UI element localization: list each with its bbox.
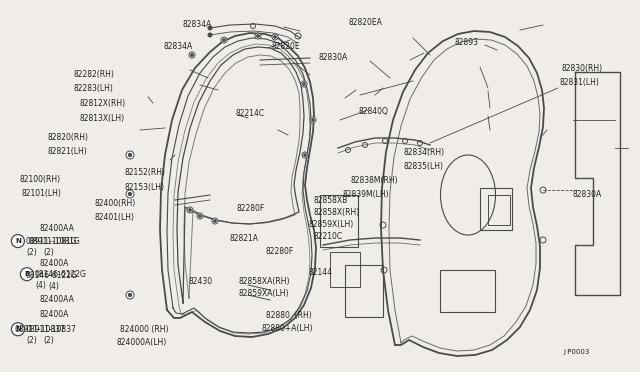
Text: 82835(LH): 82835(LH) [403,162,443,171]
Text: 82838M(RH): 82838M(RH) [351,176,398,185]
Circle shape [126,291,134,299]
Circle shape [187,207,193,213]
Text: 82821A: 82821A [229,234,258,243]
Text: 82858XB: 82858XB [314,196,348,205]
Text: 08911-1081G: 08911-1081G [26,237,77,246]
Text: 82820EA: 82820EA [349,18,383,27]
Circle shape [312,119,314,121]
Circle shape [301,81,307,87]
Text: 82880  (RH): 82880 (RH) [266,311,311,320]
Text: 08911-1081G: 08911-1081G [29,237,81,246]
Circle shape [310,117,316,123]
Text: 82282(RH): 82282(RH) [74,70,115,79]
Text: 82834A: 82834A [182,20,212,29]
Circle shape [274,36,276,38]
Text: 82859XA(LH): 82859XA(LH) [238,289,289,298]
Circle shape [221,37,227,43]
Text: 82834A: 82834A [163,42,193,51]
Text: 82813X(LH): 82813X(LH) [80,114,125,123]
Text: 824000A(LH): 824000A(LH) [116,338,167,347]
Text: (2): (2) [26,336,36,344]
Circle shape [191,54,193,56]
Circle shape [129,192,131,196]
Circle shape [304,154,306,156]
Text: 82153(LH): 82153(LH) [125,183,165,192]
Text: 08911-10837: 08911-10837 [14,325,65,334]
Text: 82821(LH): 82821(LH) [48,147,88,156]
Text: 82831(LH): 82831(LH) [560,78,600,87]
Text: 82858X(RH): 82858X(RH) [314,208,360,217]
Text: 82812X(RH): 82812X(RH) [80,99,126,108]
Circle shape [212,218,218,224]
Text: 82834(RH): 82834(RH) [403,148,444,157]
Text: 82830A: 82830A [573,190,602,199]
Circle shape [208,33,212,37]
Text: 82820E: 82820E [272,42,301,51]
Text: N: N [15,238,21,244]
Text: 82401(LH): 82401(LH) [95,214,135,222]
Circle shape [272,34,278,40]
Circle shape [189,52,195,58]
Circle shape [129,154,131,157]
Text: 82400(RH): 82400(RH) [95,199,136,208]
Circle shape [12,323,24,336]
Text: 82100(RH): 82100(RH) [19,175,60,184]
Text: (2): (2) [44,248,54,257]
Circle shape [257,35,259,37]
Circle shape [189,209,191,211]
Text: 82430: 82430 [189,278,213,286]
Text: 82859X(LH): 82859X(LH) [308,220,354,229]
Circle shape [223,39,225,41]
Text: (4): (4) [35,281,45,290]
Text: 82820(RH): 82820(RH) [48,133,89,142]
Circle shape [302,152,308,158]
Text: 82214C: 82214C [236,109,265,118]
Text: N: N [15,326,21,332]
Text: 08146-6122G: 08146-6122G [35,270,87,279]
Circle shape [126,151,134,159]
Text: 82101(LH): 82101(LH) [21,189,61,198]
Circle shape [214,220,216,222]
Text: 08911-10837: 08911-10837 [26,325,77,334]
Text: 82400A: 82400A [40,310,69,319]
Text: 82400A: 82400A [40,259,69,268]
Circle shape [129,294,131,296]
Text: 82280F: 82280F [237,204,265,213]
Text: 824000 (RH): 824000 (RH) [120,325,169,334]
Text: B: B [24,271,29,277]
Text: (4): (4) [48,282,59,291]
Circle shape [12,235,24,247]
Text: 82830A: 82830A [319,53,348,62]
Text: 82830(RH): 82830(RH) [562,64,603,73]
Text: 82858XA(RH): 82858XA(RH) [238,277,289,286]
Text: 82283(LH): 82283(LH) [74,84,113,93]
Circle shape [199,215,201,217]
Text: (2): (2) [44,336,54,344]
Text: 08146-6122G: 08146-6122G [26,271,77,280]
Text: 82400AA: 82400AA [40,295,74,304]
Circle shape [303,83,305,85]
Circle shape [126,190,134,198]
Text: 82280F: 82280F [266,247,294,256]
Circle shape [208,26,212,30]
Circle shape [197,213,203,219]
Text: 82839M(LH): 82839M(LH) [342,190,389,199]
Circle shape [20,268,33,280]
Circle shape [255,33,261,39]
Text: 82893: 82893 [454,38,479,47]
Text: 82144: 82144 [308,268,333,277]
Text: J P0003: J P0003 [563,349,589,355]
Text: 82880+A(LH): 82880+A(LH) [261,324,312,333]
Text: (2): (2) [26,248,36,257]
Text: 82152(RH): 82152(RH) [125,169,166,177]
Text: 82840Q: 82840Q [358,107,388,116]
Text: 82400AA: 82400AA [40,224,74,233]
Text: 82210C: 82210C [314,232,343,241]
